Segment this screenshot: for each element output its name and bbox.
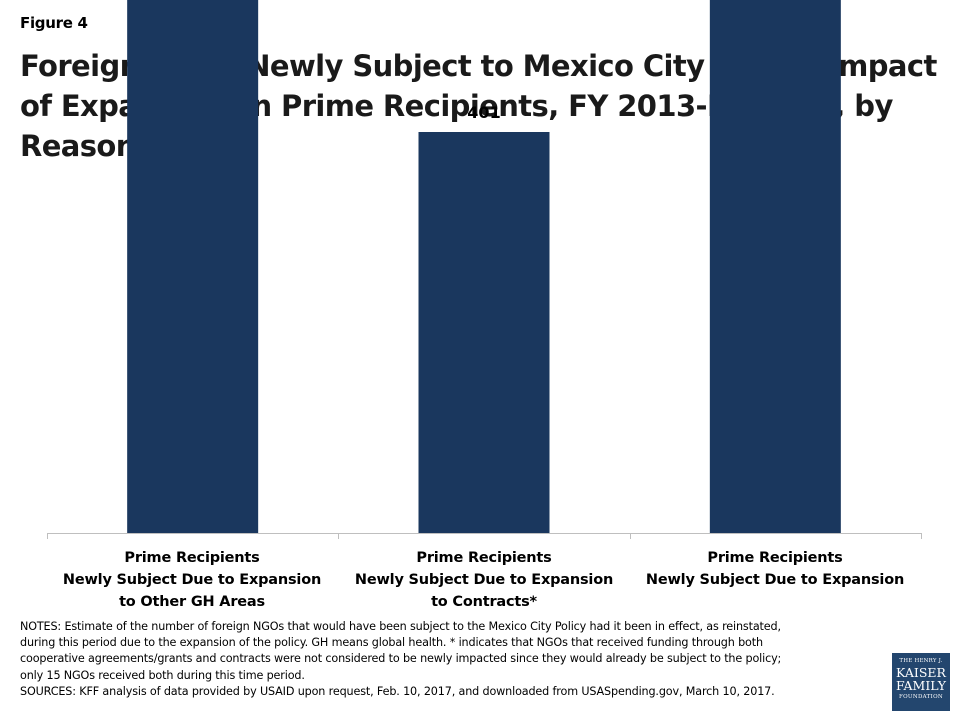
category-label-1-line-2: to Contracts* (431, 594, 537, 610)
notes-line-3: only 15 NGOs received both during this t… (20, 668, 305, 682)
notes: NOTES: Estimate of the number of foreign… (20, 619, 880, 700)
bar-1 (418, 132, 550, 533)
category-label-0-line-2: to Other GH Areas (119, 594, 265, 610)
category-label-0: Prime Recipients Newly Subject Due to Ex… (47, 547, 337, 613)
logo-line-3: FAMILY (895, 678, 947, 693)
category-label-1-line-1: Newly Subject Due to Expansion (354, 572, 614, 588)
notes-line-1: during this period due to the expansion … (20, 636, 763, 650)
logo-line-4: FOUNDATION (898, 694, 944, 700)
category-label-0-line-1: Newly Subject Due to Expansion (62, 572, 322, 588)
category-label-2-line-0: Prime Recipients (707, 550, 843, 566)
sources-line: SOURCES: KFF analysis of data provided b… (20, 684, 775, 698)
bar-2 (709, 0, 841, 533)
bars-layer: 557401587 (127, 0, 841, 533)
figure-label: Figure 4 (20, 14, 88, 32)
bar-0 (127, 0, 259, 533)
notes-line-0: NOTES: Estimate of the number of foreign… (20, 620, 781, 633)
logo-line-2: KAISER (896, 665, 946, 680)
kff-logo: THE HENRY J. KAISER FAMILY FOUNDATION (892, 653, 950, 711)
category-label-0-line-0: Prime Recipients (124, 550, 260, 566)
x-axis (47, 533, 922, 539)
category-label-1-line-0: Prime Recipients (416, 550, 552, 566)
category-label-1: Prime Recipients Newly Subject Due to Ex… (339, 547, 629, 613)
bar-value-label-1: 401 (467, 103, 500, 122)
category-label-2-line-1: Newly Subject Due to Expansion (645, 572, 905, 588)
category-label-2: Prime Recipients Newly Subject Due to Ex… (630, 547, 920, 591)
logo-line-1: THE HENRY J. (899, 658, 943, 664)
notes-line-2: cooperative agreements/grants and contra… (20, 652, 782, 666)
